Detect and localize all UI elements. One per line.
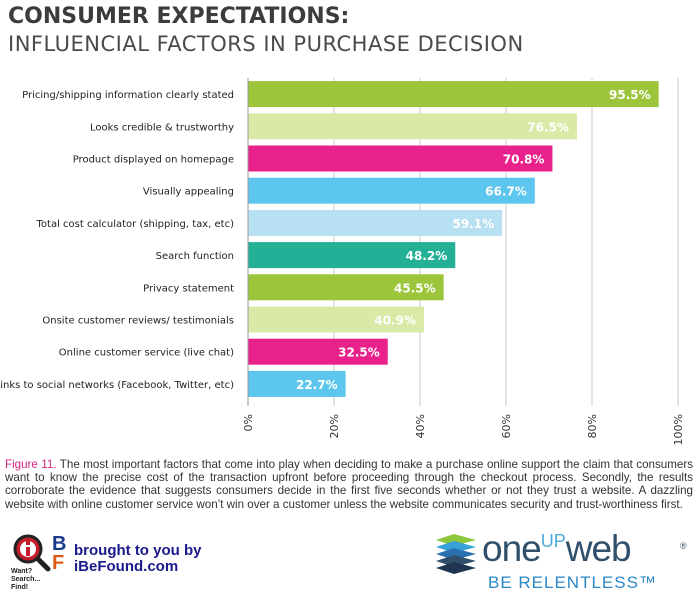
brand-up: UP <box>540 531 566 551</box>
data-label: 45.5% <box>394 281 436 295</box>
bar <box>248 113 577 140</box>
bar <box>248 177 535 204</box>
bar <box>248 370 346 397</box>
x-tick-label: 20% <box>328 414 341 438</box>
category-label: Product displayed on homepage <box>73 155 234 166</box>
category-label: Looks credible & trustworthy <box>90 122 234 133</box>
data-label: 59.1% <box>452 217 494 231</box>
figure-caption: Figure 11. The most important factors th… <box>5 458 693 511</box>
bar <box>248 81 659 108</box>
category-label: Onsite customer reviews/ testimonials <box>42 316 234 327</box>
x-tick-label: 60% <box>500 414 513 438</box>
x-tick-label: 0% <box>242 414 255 431</box>
bar <box>248 209 503 236</box>
oneupweb-logo <box>432 532 694 596</box>
figure-label: Figure 11. <box>5 458 57 471</box>
chart-subtitle: INFLUENCIAL FACTORS IN PURCHASE DECISION <box>8 32 524 56</box>
brand-suffix: web <box>565 528 632 569</box>
data-label: 76.5% <box>527 120 569 134</box>
category-label: Links to social networks (Facebook, Twit… <box>0 380 234 391</box>
magnifier-logo-icon: B F <box>13 533 66 573</box>
bar-chart: 0% 20% 40% 60% 80% 100% Pricing/shipping infor… <box>0 78 685 445</box>
data-label: 70.8% <box>503 153 545 167</box>
data-label: 40.9% <box>374 314 416 328</box>
category-label: Privacy statement <box>143 283 234 294</box>
data-label: 66.7% <box>485 185 527 199</box>
category-label: Visually appealing <box>143 187 234 198</box>
caption-text: The most important factors that come int… <box>5 458 693 511</box>
logo-tagline: Want? Search... Find! <box>11 568 41 591</box>
svg-text:F: F <box>52 552 64 573</box>
bar <box>248 242 456 269</box>
x-tick-label: 80% <box>586 414 599 438</box>
ibefound-logo: B F <box>10 533 210 595</box>
svg-text:B: B <box>52 533 66 555</box>
data-label: 48.2% <box>406 249 448 263</box>
ibefound-link[interactable]: iBeFound.com <box>74 558 179 575</box>
brand-slogan: BE RELENTLESS™ <box>488 573 657 592</box>
data-label: 32.5% <box>338 346 380 360</box>
data-label: 95.5% <box>609 88 651 102</box>
category-label: Total cost calculator (shipping, tax, et… <box>36 219 235 230</box>
bar <box>248 306 424 333</box>
oneupweb-wordmark: oneUPweb <box>482 528 632 570</box>
brought-to-you-text: brought to you by <box>74 542 202 559</box>
registered-mark: ® <box>680 541 687 551</box>
oneupweb-stack-icon <box>436 534 476 574</box>
bar <box>248 274 444 301</box>
x-tick-label: 100% <box>672 414 685 445</box>
bar <box>248 145 553 172</box>
brand-prefix: one <box>482 528 542 569</box>
category-label: Pricing/shipping information clearly sta… <box>22 90 234 101</box>
x-tick-label: 40% <box>414 414 427 438</box>
category-label: Search function <box>156 251 234 262</box>
data-label: 22.7% <box>296 378 338 392</box>
category-label: Online customer service (live chat) <box>59 348 234 359</box>
bar <box>248 338 388 365</box>
chart-title: CONSUMER EXPECTATIONS: <box>8 4 350 29</box>
